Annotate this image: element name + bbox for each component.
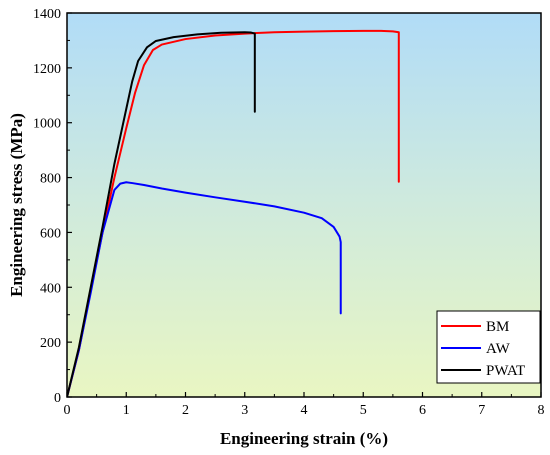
x-tick-label: 3 [241, 403, 248, 418]
y-tick-label: 1000 [33, 117, 61, 132]
y-tick-label: 800 [40, 172, 61, 187]
legend-label-bm: BM [486, 319, 509, 335]
y-tick-label: 200 [40, 336, 61, 351]
y-tick-label: 1200 [33, 62, 61, 77]
legend-label-pwat: PWAT [486, 363, 525, 379]
y-tick-label: 400 [40, 281, 61, 296]
x-tick-label: 0 [64, 403, 71, 418]
x-tick-label: 7 [478, 403, 485, 418]
legend-label-aw: AW [486, 341, 511, 357]
x-tick-label: 2 [182, 403, 189, 418]
x-tick-label: 4 [301, 403, 308, 418]
series-line-bm [67, 29, 400, 397]
ticks-layer: 0 1 2 3 4 5 6 7 8 0 200 400 600 800 1000 1200 1400 [33, 7, 545, 418]
legend: BM AW PWAT [436, 310, 541, 384]
y-tick-label: 0 [54, 391, 61, 406]
x-tick-label: 5 [360, 403, 367, 418]
y-axis-title: Engineering stress (MPa) [7, 113, 26, 297]
y-tick-label: 1400 [33, 7, 61, 22]
legend-items: BM AW PWAT [441, 319, 525, 379]
x-tick-label: 1 [123, 403, 130, 418]
x-tick-label: 8 [538, 403, 545, 418]
y-tick-label: 600 [40, 226, 61, 241]
x-axis-title: Engineering strain (%) [220, 429, 388, 448]
series-line-aw [67, 181, 342, 397]
series-layer [67, 29, 400, 397]
x-tick-label: 6 [419, 403, 426, 418]
series-line-pwat [67, 31, 256, 397]
